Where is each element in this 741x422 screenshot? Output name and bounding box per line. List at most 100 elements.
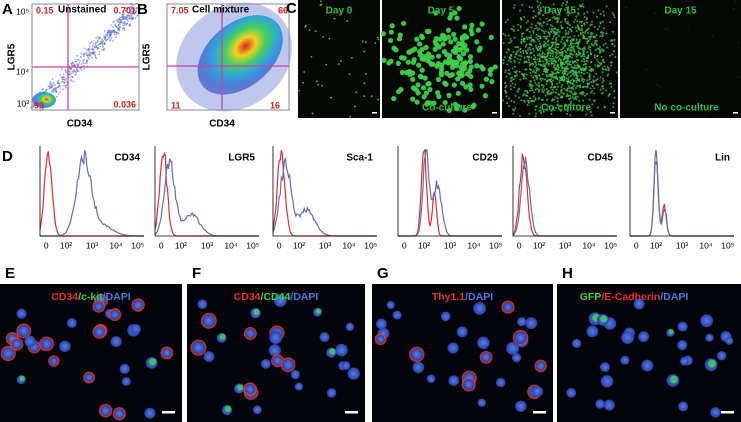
- dot: [94, 44, 97, 47]
- cell: [583, 58, 586, 61]
- cell: [538, 4, 541, 7]
- cell: [446, 92, 452, 98]
- cell: [595, 79, 598, 82]
- cell: [560, 40, 563, 43]
- cell: [557, 71, 560, 74]
- x-tick-label: 10³: [676, 240, 688, 250]
- dot: [54, 89, 57, 91]
- cell: [391, 96, 397, 102]
- cell: [389, 23, 395, 29]
- cell: [581, 24, 584, 27]
- nucleus: [717, 351, 727, 361]
- cell: [468, 27, 474, 33]
- cell: [459, 80, 466, 87]
- cell: [517, 49, 520, 52]
- cell: [438, 69, 445, 75]
- x-axis-label: CD34: [67, 119, 93, 130]
- cell: [509, 57, 512, 60]
- cell: [606, 66, 609, 69]
- dot: [119, 25, 121, 28]
- cell: [612, 50, 615, 53]
- cell: [546, 68, 549, 71]
- cell: [589, 49, 592, 52]
- cell: [510, 79, 513, 82]
- cell: [555, 36, 558, 39]
- dot: [90, 41, 93, 43]
- cell: [567, 30, 570, 33]
- cell: [546, 43, 549, 46]
- cell: [576, 24, 579, 27]
- nucleus: [600, 362, 610, 373]
- cell: [583, 67, 586, 70]
- nucleus: [272, 355, 283, 366]
- cell: [603, 68, 606, 71]
- cell: [421, 53, 427, 60]
- cell: [549, 55, 552, 58]
- x-tick-label: 0: [634, 240, 639, 250]
- cell: [563, 87, 566, 90]
- cell: [581, 29, 584, 32]
- dot: [97, 39, 99, 42]
- dot: [106, 33, 109, 36]
- cell: [513, 4, 516, 7]
- cell: [572, 47, 575, 50]
- cell: [459, 68, 465, 74]
- cell: [542, 14, 545, 17]
- nucleus: [121, 376, 131, 386]
- dot: [137, 14, 140, 16]
- cell: [447, 72, 453, 79]
- cell: [550, 50, 553, 53]
- cell: [535, 69, 538, 72]
- stain-dot: [315, 308, 322, 314]
- dot: [62, 80, 64, 83]
- cell: [525, 43, 528, 46]
- cell: [579, 29, 582, 32]
- cell: [537, 35, 540, 38]
- cell: [542, 5, 545, 8]
- cell: [528, 61, 531, 64]
- cell: [567, 14, 570, 17]
- cell: [518, 9, 521, 12]
- cell: [544, 30, 547, 33]
- cell: [522, 73, 525, 76]
- dot: [88, 45, 91, 48]
- cell: [542, 60, 545, 63]
- cell: [585, 65, 588, 68]
- dot: [83, 47, 86, 50]
- micrograph: [620, 0, 741, 118]
- cell: [610, 64, 613, 67]
- nucleus: [638, 331, 650, 343]
- cell: [370, 95, 373, 98]
- scale-bar: [721, 411, 734, 414]
- cell: [431, 100, 437, 106]
- cell: [558, 51, 561, 54]
- dot: [105, 33, 107, 36]
- cell: [442, 80, 448, 86]
- cell: [587, 47, 590, 50]
- nucleus: [531, 385, 543, 397]
- cell: [538, 52, 541, 55]
- dot: [113, 33, 116, 36]
- cell: [613, 90, 616, 93]
- cell: [584, 37, 587, 40]
- cell: [579, 47, 582, 50]
- cell: [419, 67, 425, 73]
- nucleus: [335, 343, 348, 357]
- cell: [530, 56, 533, 59]
- dot: [52, 91, 55, 93]
- cell: [583, 16, 586, 19]
- cell: [590, 23, 593, 26]
- nucleus: [725, 336, 734, 345]
- scale-bar: [733, 112, 738, 114]
- cell: [573, 66, 576, 69]
- cell: [502, 99, 505, 102]
- cell: [530, 26, 533, 29]
- cell: [556, 19, 559, 22]
- cell: [584, 63, 587, 66]
- dot: [74, 58, 77, 61]
- cell: [554, 96, 557, 99]
- stain-part: GFP: [580, 291, 602, 303]
- cell: [608, 93, 611, 96]
- cell: [570, 30, 573, 33]
- cell: [582, 64, 585, 67]
